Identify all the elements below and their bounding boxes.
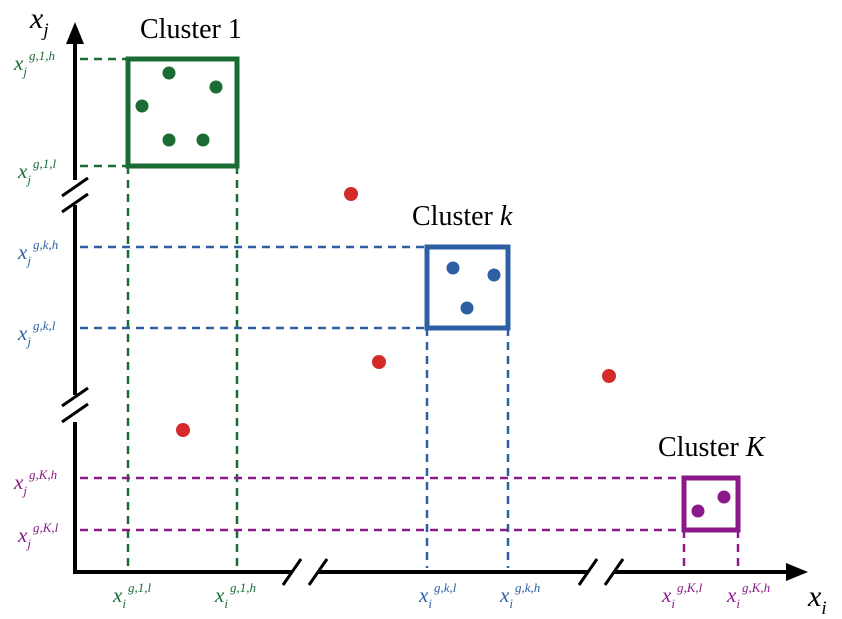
y-axis-arrow bbox=[66, 22, 84, 44]
cluster-K-x-high-label: xig,K,h bbox=[726, 580, 770, 611]
cluster-1-point bbox=[162, 133, 176, 147]
axes: xj xi bbox=[29, 2, 827, 619]
cluster-k-y-high-label: xjg,k,h bbox=[17, 237, 58, 268]
cluster-k-x-low-label: xig,k,l bbox=[418, 580, 457, 611]
outlier-point bbox=[602, 369, 616, 383]
x-axis-break-2b bbox=[603, 558, 625, 586]
cluster-K-title: Cluster K bbox=[658, 432, 766, 463]
cluster-K-box bbox=[681, 475, 741, 533]
cluster-K-point bbox=[717, 490, 731, 504]
cluster-1-box bbox=[125, 56, 240, 169]
cluster-1-y-high-label: xjg,1,h bbox=[13, 48, 55, 79]
cluster-k-y-low-label: xjg,k,l bbox=[17, 318, 56, 349]
cluster-K-x-low-label: xig,K,l bbox=[661, 580, 703, 611]
cluster-1-point bbox=[209, 80, 223, 94]
cluster-1-point bbox=[135, 99, 149, 113]
y-axis-break-2b bbox=[61, 402, 89, 424]
x-axis-label: xi bbox=[807, 580, 827, 619]
cluster-k: Cluster k xjg,k,h xjg,k,l xig,k,l xig,k,… bbox=[17, 201, 540, 611]
outliers bbox=[176, 187, 616, 437]
x-axis-break-1a bbox=[281, 558, 303, 586]
cluster-K-y-high-label: xjg,K,h bbox=[13, 467, 57, 498]
cluster-K-y-low-label: xjg,K,l bbox=[17, 520, 59, 551]
y-axis-break-1b bbox=[61, 192, 89, 214]
cluster-k-point bbox=[460, 301, 474, 315]
cluster-k-point bbox=[446, 261, 460, 275]
cluster-1-point bbox=[196, 133, 210, 147]
cluster-k-point bbox=[487, 268, 501, 282]
cluster-k-title: Cluster k bbox=[412, 201, 513, 232]
y-axis-break-2a bbox=[61, 386, 89, 408]
outlier-point bbox=[176, 423, 190, 437]
y-axis-break-1a bbox=[61, 176, 89, 198]
cluster-K-point bbox=[691, 504, 705, 518]
cluster-1-title: Cluster 1 bbox=[140, 14, 242, 45]
cluster-1-x-high-label: xig,1,h bbox=[214, 580, 256, 611]
outlier-point bbox=[372, 355, 386, 369]
cluster-1-y-low-label: xjg,1,l bbox=[17, 156, 56, 187]
x-axis-arrow bbox=[786, 563, 808, 581]
cluster-1-x-low-label: xig,1,l bbox=[112, 580, 151, 611]
cluster-k-x-high-label: xig,k,h bbox=[499, 580, 540, 611]
cluster-1-point bbox=[162, 66, 176, 80]
cluster-1: Cluster 1 xjg,1,h xjg,1,l xig,1,l xig,1,… bbox=[13, 14, 256, 611]
x-axis-break-1b bbox=[307, 558, 329, 586]
x-axis-break-2a bbox=[577, 558, 599, 586]
cluster-k-box bbox=[424, 244, 511, 331]
cluster-K: Cluster K xjg,K,h xjg,K,l xig,K,l xig,K,… bbox=[13, 432, 770, 611]
y-axis-label: xj bbox=[29, 2, 49, 41]
outlier-point bbox=[344, 187, 358, 201]
